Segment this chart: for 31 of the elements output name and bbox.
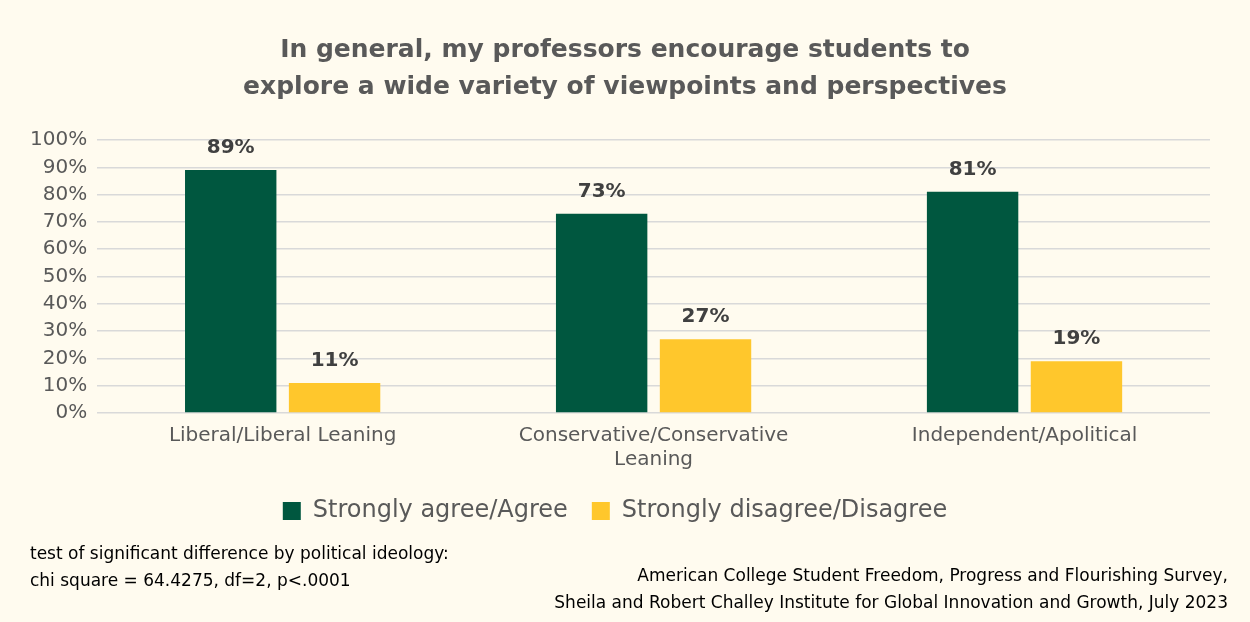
legend-label: Strongly agree/Agree [312, 495, 568, 524]
bar [288, 382, 381, 413]
y-tick-label: 100% [29, 126, 88, 151]
bar [926, 191, 1019, 413]
data-label: 11% [310, 347, 359, 372]
y-tick-label: 80% [42, 180, 88, 205]
text: American College Student Freedom, Progress and Flourishing Survey, Sheila and Robert Challey Institute for Global Innovation and Growth, July 2023 [554, 564, 1228, 614]
y-tick-label: 20% [42, 344, 88, 369]
y-tick-label: 90% [42, 153, 88, 178]
data-label: 19% [1052, 325, 1101, 350]
y-tick-label: 70% [42, 208, 88, 233]
x-tick-label: Liberal/Liberal Leaning [168, 422, 397, 447]
chart-title: In general, my professors encourage students to explore a wide variety of viewpoints and perspectives [242, 33, 1008, 102]
bar [555, 213, 648, 413]
bar [185, 170, 277, 413]
data-label: 27% [681, 303, 730, 328]
bar [659, 339, 752, 413]
y-tick-label: 40% [42, 290, 88, 314]
y-tick-label: 50% [42, 262, 88, 287]
data-label: 89% [206, 134, 255, 159]
bar [1030, 361, 1123, 413]
data-label: 81% [948, 156, 997, 181]
text: test of significant difference by political ideology: chi square = 64.4275, df=2, p<.0001 [30, 542, 449, 592]
y-tick-label: 60% [42, 235, 88, 260]
y-tick-label: 30% [42, 317, 88, 342]
data-label: 73% [577, 177, 626, 202]
x-tick-label: Independent/Apolitical [911, 422, 1138, 447]
y-tick-label: 10% [42, 371, 88, 396]
legend-label: Strongly disagree/Disagree [621, 495, 948, 524]
x-tick-label: Conservative/Conservative Leaning [518, 422, 789, 471]
y-tick-label: 0% [55, 399, 88, 424]
